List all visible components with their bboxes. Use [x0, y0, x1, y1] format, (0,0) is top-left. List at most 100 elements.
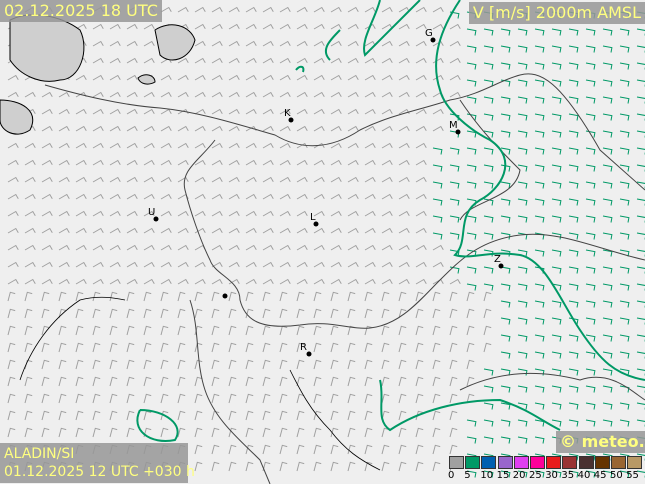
- legend-swatch: [611, 456, 626, 469]
- legend-swatch: [465, 456, 481, 469]
- wind-barb: [126, 142, 138, 149]
- wind-barb: [602, 215, 613, 223]
- wind-barb: [517, 385, 528, 393]
- wind-barb: [449, 40, 461, 47]
- wind-barb: [432, 410, 441, 421]
- wind-barb: [313, 176, 325, 183]
- wind-barb: [58, 359, 67, 370]
- wind-barb: [347, 427, 356, 438]
- wind-barb: [398, 176, 410, 183]
- wind-barb: [194, 159, 206, 166]
- wind-barb: [585, 283, 596, 291]
- wind-barb: [551, 385, 562, 393]
- wind-barb: [551, 368, 562, 376]
- wind-barb: [211, 342, 220, 353]
- wind-barb: [296, 291, 305, 302]
- wind-barb: [41, 176, 53, 183]
- wind-barb: [347, 108, 359, 115]
- wind-barb: [551, 62, 562, 70]
- wind-barb: [364, 23, 376, 30]
- wind-barb: [24, 278, 36, 285]
- wind-barb: [75, 74, 87, 81]
- wind-barb: [296, 325, 305, 336]
- wind-barb: [177, 176, 189, 183]
- wind-barb: [449, 181, 460, 189]
- wind-barb: [449, 444, 458, 455]
- wind-barb: [381, 291, 390, 302]
- wind-barb: [126, 159, 138, 166]
- wind-barb: [415, 227, 427, 234]
- wind-barb: [500, 147, 511, 155]
- wind-barb: [602, 181, 613, 189]
- wind-barb: [466, 419, 477, 427]
- wind-barb: [262, 359, 271, 370]
- wind-barb: [466, 283, 477, 291]
- wind-barb: [313, 74, 325, 81]
- legend-tick: 55: [626, 470, 639, 481]
- wind-barb: [551, 232, 562, 240]
- wind-barb: [381, 142, 393, 149]
- wind-barb: [619, 96, 630, 104]
- wind-barb: [143, 193, 155, 200]
- wind-barb: [517, 181, 528, 189]
- city-label: G: [425, 28, 433, 39]
- wind-barb: [534, 436, 545, 444]
- wind-barb: [398, 91, 410, 98]
- wind-barb: [194, 427, 203, 438]
- wind-barb: [551, 419, 562, 427]
- wind-barb: [24, 193, 36, 200]
- wind-barb: [245, 244, 257, 251]
- wind-barb: [160, 227, 172, 234]
- wind-barb: [313, 23, 325, 30]
- wind-barb: [517, 96, 528, 104]
- wind-barb: [636, 385, 645, 393]
- wind-barb: [24, 291, 33, 302]
- wind-barb: [500, 334, 511, 342]
- wind-barb: [41, 91, 53, 98]
- wind-barb: [415, 325, 424, 336]
- wind-barb: [92, 142, 104, 149]
- wind-barb: [7, 410, 16, 421]
- wind-barb: [143, 125, 155, 132]
- wind-barb: [432, 444, 441, 455]
- wind-barb: [330, 142, 342, 149]
- wind-barb: [262, 278, 274, 285]
- wind-barb: [75, 159, 87, 166]
- wind-barb: [194, 210, 206, 217]
- wind-barb: [534, 62, 545, 70]
- wind-barb: [415, 125, 427, 132]
- wind-barb: [619, 283, 630, 291]
- wind-barb: [279, 244, 291, 251]
- wind-barb: [466, 342, 475, 353]
- wind-barb: [483, 419, 494, 427]
- wind-barb: [330, 91, 342, 98]
- wind-barb: [330, 359, 339, 370]
- wind-barb: [92, 291, 101, 302]
- wind-barb: [109, 142, 121, 149]
- wind-barb: [619, 419, 630, 427]
- wind-barb: [58, 342, 67, 353]
- wind-barb: [160, 108, 172, 115]
- wind-barb: [245, 308, 254, 319]
- wind-barb: [160, 142, 172, 149]
- wind-barb: [228, 91, 240, 98]
- wind-barb: [381, 108, 393, 115]
- wind-barb: [7, 393, 16, 404]
- wind-barb: [211, 57, 223, 64]
- wind-barb: [432, 23, 444, 30]
- wind-barb: [92, 244, 104, 251]
- wind-barb: [483, 181, 494, 189]
- wind-barb: [330, 159, 342, 166]
- wind-barb: [92, 410, 101, 421]
- wind-barb: [279, 125, 291, 132]
- wind-barb: [194, 291, 203, 302]
- wind-barb: [262, 159, 274, 166]
- wind-barb: [551, 181, 562, 189]
- wind-barb: [194, 410, 203, 421]
- wind-barb: [517, 351, 528, 359]
- wind-barb: [296, 342, 305, 353]
- wind-barb: [602, 45, 613, 53]
- wind-barb: [228, 74, 240, 81]
- wind-barb: [211, 159, 223, 166]
